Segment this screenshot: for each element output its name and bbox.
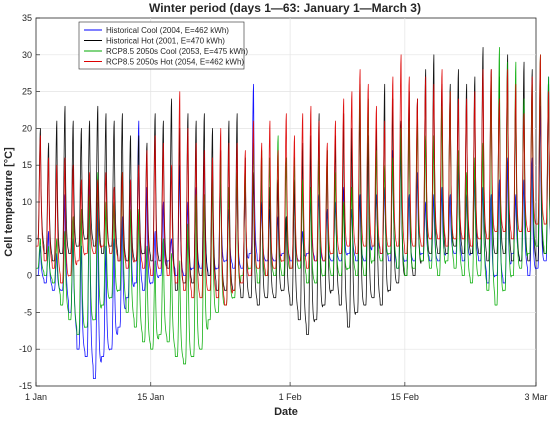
y-axis-ticks: -15 -10 -5 0 5 10 15 20 25 30 35 bbox=[19, 13, 40, 391]
x-axis-title: Date bbox=[274, 406, 298, 418]
series-line-4 bbox=[35, 54, 550, 306]
x-axis-ticks: 1 Jan 15 Jan 1 Feb 15 Feb 3 Mar bbox=[25, 382, 548, 402]
x-tick-label: 1 Feb bbox=[279, 392, 302, 402]
legend-box bbox=[78, 21, 245, 70]
plot-area bbox=[35, 17, 550, 387]
legend-label: RCP8.5 2050s Hot (2054, E=462 kWh) bbox=[106, 58, 244, 67]
y-tick-label: 35 bbox=[22, 13, 32, 23]
y-tick-label: 30 bbox=[22, 50, 32, 60]
x-tick-label: 15 Feb bbox=[391, 392, 419, 402]
y-tick-label: 10 bbox=[22, 197, 32, 207]
y-tick-label: 20 bbox=[22, 123, 32, 133]
y-tick-label: -10 bbox=[19, 344, 32, 354]
x-tick-label: 1 Jan bbox=[25, 392, 47, 402]
legend-label: Historical Cool (2004, E=462 kWh) bbox=[106, 26, 229, 35]
legend: Historical Cool (2004, E=462 kWh) Histori… bbox=[78, 21, 248, 70]
chart-title: Winter period (days 1—63: January 1—Marc… bbox=[149, 1, 421, 15]
y-tick-label: 25 bbox=[22, 87, 32, 97]
y-tick-label: 15 bbox=[22, 160, 32, 170]
y-tick-label: -15 bbox=[19, 381, 32, 391]
legend-label: RCP8.5 2050s Cool (2053, E=475 kWh) bbox=[106, 47, 248, 56]
x-tick-label: 15 Jan bbox=[137, 392, 164, 402]
y-tick-label: 0 bbox=[27, 271, 32, 281]
y-tick-label: 5 bbox=[27, 234, 32, 244]
legend-items: Historical Cool (2004, E=462 kWh) Histori… bbox=[84, 26, 248, 67]
x-tick-label: 3 Mar bbox=[524, 392, 547, 402]
series-lines bbox=[35, 47, 550, 380]
legend-label: Historical Hot (2001, E=470 kWh) bbox=[106, 37, 225, 46]
y-tick-label: -5 bbox=[24, 307, 32, 317]
y-axis-title: Cell temperature [°C] bbox=[3, 147, 15, 257]
